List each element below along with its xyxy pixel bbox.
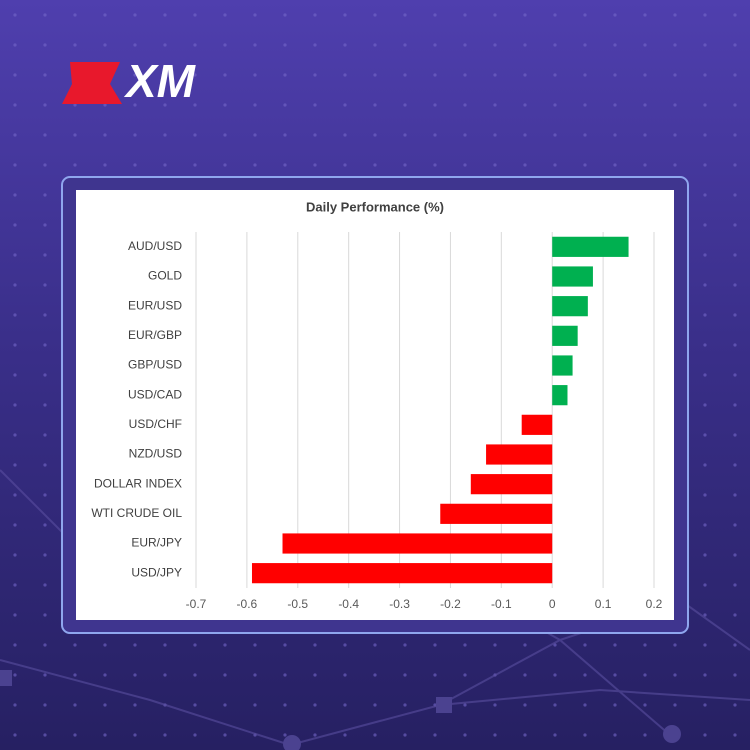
y-tick-label: GOLD [148, 269, 182, 283]
y-tick-label: NZD/USD [129, 447, 183, 461]
x-tick-label: 0 [549, 597, 556, 611]
bar [470, 474, 553, 495]
y-tick-label: AUD/USD [128, 239, 182, 253]
bar [552, 236, 629, 257]
x-tick-label: 0.2 [646, 597, 663, 611]
y-tick-label: GBP/USD [128, 358, 182, 372]
bar [251, 563, 553, 584]
plot: -0.7 -0.6 -0.5 -0.4 -0.3 -0.2 -0.1 0 0.1 0.2 AUD/U… [91, 232, 663, 611]
x-tick-label: -0.3 [389, 597, 410, 611]
bar [552, 325, 578, 346]
y-tick-label: EUR/JPY [131, 536, 182, 550]
chart-title: Daily Performance (%) [306, 199, 444, 214]
y-tick-label: EUR/USD [128, 298, 182, 312]
bar [486, 444, 553, 465]
bar [440, 503, 553, 524]
bar [552, 296, 588, 317]
logo-mark [62, 62, 122, 104]
bar [552, 385, 568, 406]
y-tick-label: DOLLAR INDEX [94, 476, 182, 490]
bar [521, 414, 553, 435]
x-tick-label: -0.2 [440, 597, 461, 611]
y-tick-label: EUR/GBP [128, 328, 182, 342]
x-tick-label: -0.6 [237, 597, 258, 611]
bar [552, 266, 593, 287]
y-tick-label: WTI CRUDE OIL [91, 506, 182, 520]
bar [282, 533, 553, 554]
x-tick-label: -0.1 [491, 597, 512, 611]
x-tick-label: -0.4 [338, 597, 359, 611]
y-tick-label: USD/CAD [128, 387, 182, 401]
x-tick-label: -0.7 [186, 597, 207, 611]
y-tick-label: USD/CHF [129, 417, 182, 431]
bar [552, 355, 573, 376]
logo: XM [62, 55, 197, 107]
network-nodes [0, 670, 681, 750]
x-tick-label: -0.5 [287, 597, 308, 611]
y-tick-label: USD/JPY [131, 565, 182, 579]
logo-text: XM [123, 55, 197, 107]
x-tick-label: 0.1 [595, 597, 612, 611]
